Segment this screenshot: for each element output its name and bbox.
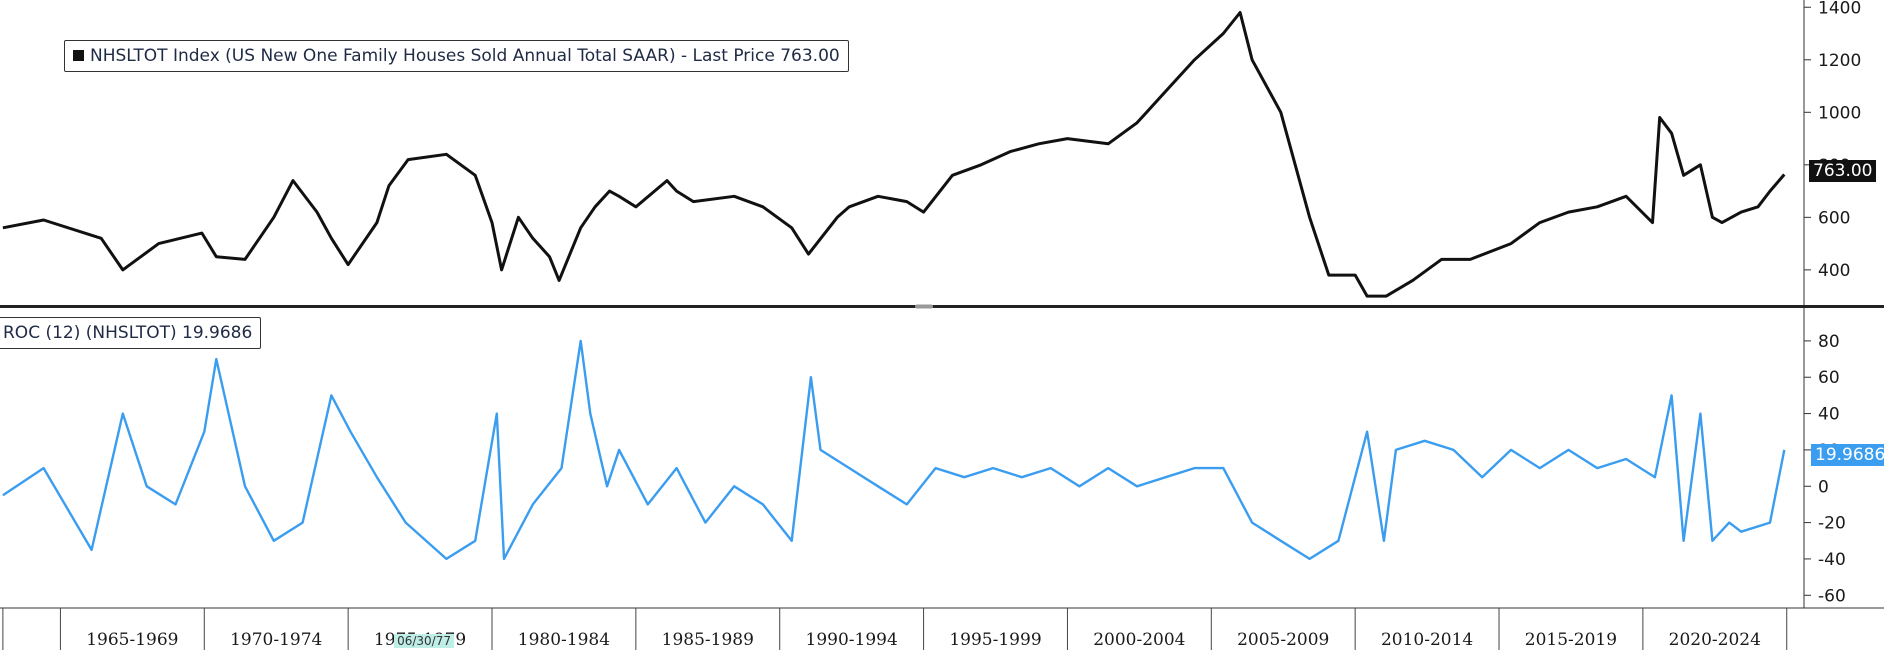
top-legend[interactable]: NHSLTOT Index (US New One Family Houses … [64, 40, 849, 72]
x-tick-label: 2005-2009 [1237, 630, 1329, 650]
top-y-tick-label: 1200 [1818, 51, 1861, 71]
bottom-y-tick-label: -40 [1818, 550, 1846, 570]
x-tick-label: 2020-2024 [1669, 630, 1761, 650]
top-last-price-text: 763.00 [1813, 161, 1873, 181]
bottom-last-value-text: 19.9686 [1815, 445, 1884, 465]
bottom-plot [2, 339, 1786, 561]
bottom-last-value-badge: 19.9686 [1811, 444, 1884, 466]
roc-series-line [2, 339, 1786, 561]
panel-divider-handle [915, 304, 933, 309]
x-tick-label: 1970-1974 [230, 630, 322, 650]
x-tick-label: 1995-1999 [949, 630, 1041, 650]
x-tick-label: 1980-1984 [518, 630, 610, 650]
top-plot [2, 11, 1786, 298]
top-y-tick-label: 400 [1818, 261, 1850, 281]
nhsltot-series-line [2, 11, 1786, 298]
bottom-legend-text: ROC (12) (NHSLTOT) 19.9686 [3, 323, 253, 343]
cursor-date-label: 06/30/77 [394, 634, 454, 648]
bottom-y-tick-label: 60 [1818, 368, 1840, 388]
bottom-y-tick-label: 0 [1818, 477, 1829, 497]
x-tick-label: 2000-2004 [1093, 630, 1185, 650]
bottom-y-tick-label: 40 [1818, 405, 1840, 425]
x-tick-label: 1985-1989 [662, 630, 754, 650]
top-last-price-badge: 763.00 [1809, 160, 1877, 182]
x-tick-label: 1965-1969 [86, 630, 178, 650]
bottom-y-tick-label: -20 [1818, 514, 1846, 534]
bottom-y-tick-label: 80 [1818, 332, 1840, 352]
top-y-tick-label: 600 [1818, 208, 1850, 228]
x-tick-label: 2015-2019 [1525, 630, 1617, 650]
panel-divider [0, 305, 1884, 308]
cursor-date-text: 06/30/77 [397, 634, 451, 648]
bottom-y-tick-label: -60 [1818, 586, 1846, 606]
bottom-legend[interactable]: ROC (12) (NHSLTOT) 19.9686 [0, 317, 262, 349]
legend-swatch [73, 50, 84, 61]
top-legend-text: NHSLTOT Index (US New One Family Houses … [90, 46, 840, 66]
top-y-tick-label: 1000 [1818, 103, 1861, 123]
x-tick-label: 1990-1994 [806, 630, 898, 650]
top-y-tick-label: 1400 [1818, 0, 1861, 18]
x-tick-label: 2010-2014 [1381, 630, 1473, 650]
